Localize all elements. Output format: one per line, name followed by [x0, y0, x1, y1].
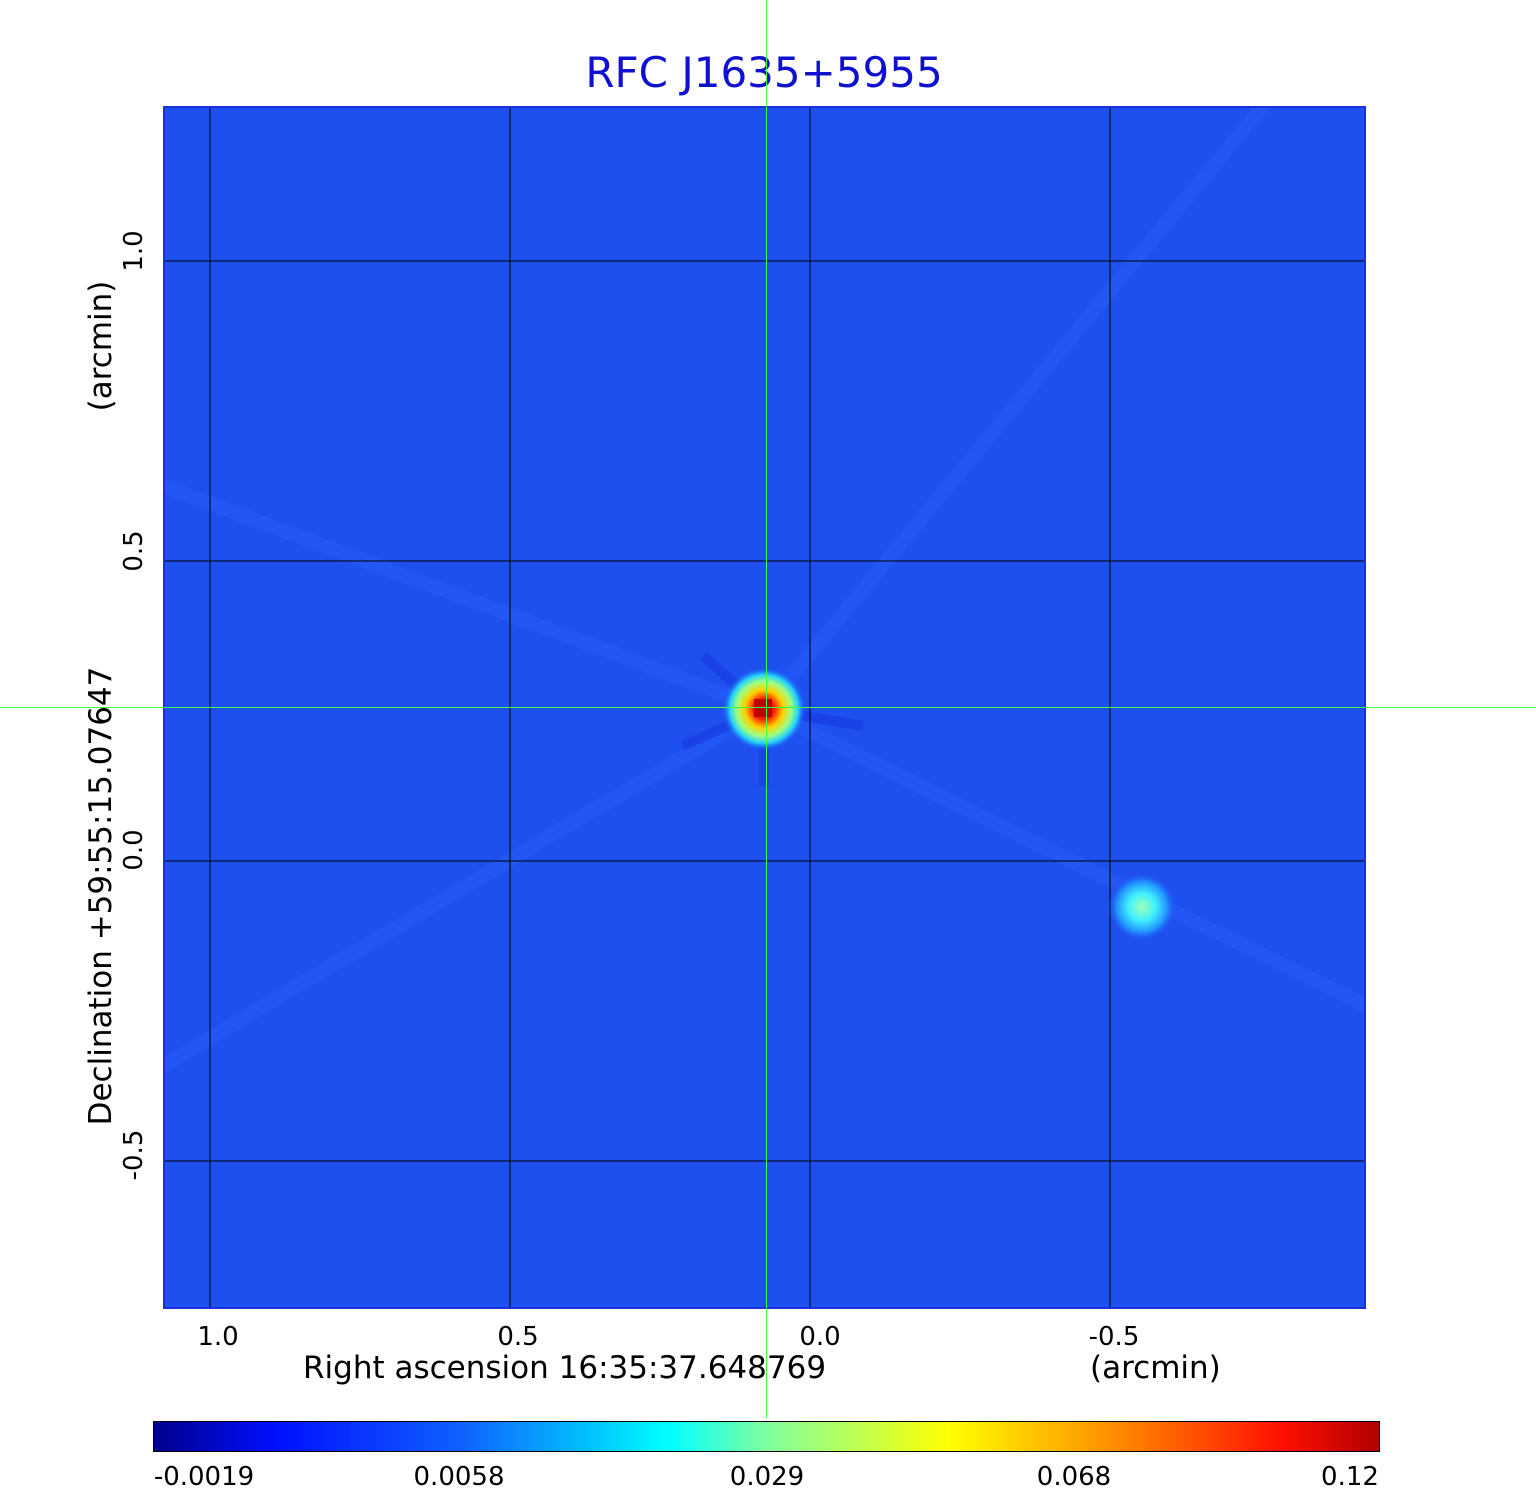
- x-tick-label: -0.5: [1088, 1322, 1140, 1352]
- y-axis-unit: (arcmin): [83, 280, 119, 412]
- y-tick-label: 0.5: [119, 530, 149, 572]
- sidelobe-pattern: [163, 106, 1366, 1073]
- x-tick-label: 0.0: [799, 1322, 841, 1352]
- colorbar-tick-label: 0.0058: [413, 1462, 505, 1492]
- y-axis-label: Declination +59:55:15.07647: [83, 666, 119, 1126]
- y-tick-label: -0.5: [119, 1129, 149, 1181]
- y-tick-label: 1.0: [119, 230, 149, 272]
- x-tick-label: 1.0: [197, 1322, 239, 1352]
- main-source-peak: [754, 699, 772, 717]
- crosshair-vertical: [766, 0, 767, 1418]
- secondary-source: [1108, 873, 1176, 941]
- x-axis-label: Right ascension 16:35:37.648769: [303, 1350, 827, 1386]
- x-tick-label: 0.5: [497, 1322, 539, 1352]
- x-axis-unit: (arcmin): [1090, 1350, 1221, 1386]
- colorbar: [153, 1421, 1380, 1452]
- colorbar-tick-label: 0.12: [1321, 1462, 1379, 1492]
- crosshair-horizontal: [0, 707, 1536, 708]
- image-title: RFC J1635+5955: [585, 48, 943, 97]
- colorbar-tick-label: 0.029: [729, 1462, 805, 1492]
- colorbar-tick-label: 0.068: [1036, 1462, 1112, 1492]
- y-tick-label: 0.0: [119, 829, 149, 871]
- colorbar-tick-label: -0.0019: [153, 1462, 255, 1492]
